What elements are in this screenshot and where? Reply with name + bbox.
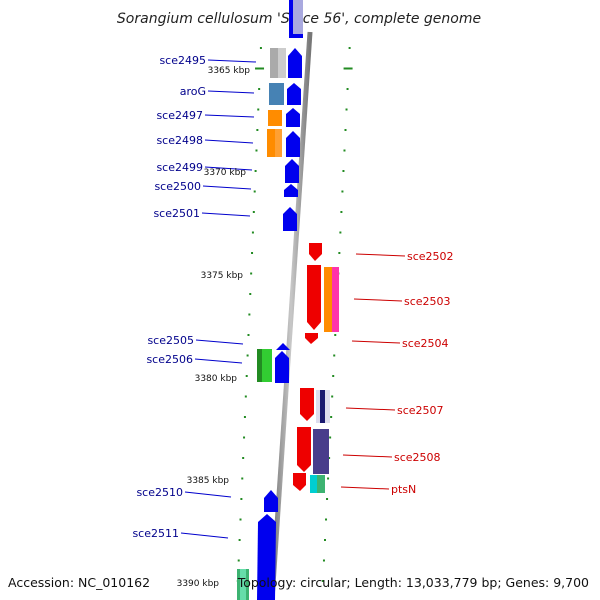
gene-arrow-sce2503[interactable]	[307, 265, 321, 330]
gene-arrow-sce2507[interactable]	[300, 388, 314, 421]
gene-arrow-arog[interactable]	[287, 83, 301, 105]
gene-arrow-sce2502[interactable]	[309, 243, 322, 261]
gene-feature-sce2495-cds-shade	[278, 48, 286, 78]
gene-arrow-sce2504[interactable]	[305, 333, 318, 344]
callout-sce2505	[195, 339, 244, 345]
gene-label-sce2510[interactable]: sce2510	[136, 486, 183, 499]
gene-label-sce2511[interactable]: sce2511	[132, 527, 179, 540]
gene-label-sce2497[interactable]: sce2497	[156, 109, 203, 122]
callout-sce2503	[353, 298, 403, 302]
callout-ptsn	[340, 486, 390, 490]
callout-sce2498	[204, 139, 254, 144]
gene-label-sce2495[interactable]: sce2495	[159, 54, 206, 67]
gene-arrow-sce2499[interactable]	[285, 159, 299, 183]
gene-arrow-sce2495[interactable]	[288, 48, 302, 78]
genome-backbone	[269, 31, 313, 600]
callout-sce2510	[184, 491, 232, 498]
gene-feature-sce2498-cds-shade	[275, 129, 282, 157]
callout-sce2499	[204, 166, 253, 171]
scale-label-3390: 3390 kbp	[177, 579, 220, 589]
scale-labels: 3365 kbp 3370 kbp 3375 kbp 3380 kbp 3385…	[177, 66, 251, 589]
gene-label-arog[interactable]: aroG	[180, 85, 206, 98]
gene-label-sce2503[interactable]: sce2503	[404, 295, 451, 308]
gene-labels: sce2495 aroG sce2497 sce2498 sce2499 sce…	[132, 54, 453, 540]
gene-feature-partial-overlay	[293, 0, 303, 34]
callout-sce2504	[351, 340, 401, 344]
gene-feature-bottom-partial-shade	[240, 569, 246, 600]
gene-label-sce2506[interactable]: sce2506	[146, 353, 193, 366]
gene-label-sce2499[interactable]: sce2499	[156, 161, 203, 174]
gene-arrow-sce2506[interactable]	[275, 351, 289, 383]
gene-feature-sce2507-cds-dark	[320, 390, 325, 423]
gene-label-ptsn[interactable]: ptsN	[391, 483, 416, 496]
callout-sce2511	[180, 532, 229, 539]
gene-arrow-ptsn[interactable]	[293, 473, 306, 491]
gene-label-sce2500[interactable]: sce2500	[154, 180, 201, 193]
gene-label-sce2504[interactable]: sce2504	[402, 337, 449, 350]
accession-text: Accession: NC_010162	[8, 575, 151, 590]
gene-arrow-sce2505[interactable]	[276, 343, 290, 350]
gene-features	[237, 0, 339, 600]
callout-sce2497	[204, 114, 255, 118]
gene-label-sce2498[interactable]: sce2498	[156, 134, 203, 147]
gene-feature-sce2508-cds	[313, 429, 329, 474]
gene-label-sce2508[interactable]: sce2508	[394, 451, 441, 464]
gene-feature-arog-cds	[269, 83, 284, 105]
callout-sce2507	[345, 407, 396, 411]
gene-arrow-sce2497[interactable]	[286, 108, 300, 127]
gene-feature-ptsn-cds-green	[317, 475, 325, 493]
gene-feature-ptsn-cds-cyan	[310, 475, 317, 493]
gene-label-sce2507[interactable]: sce2507	[397, 404, 444, 417]
callout-sce2508	[342, 454, 393, 458]
gene-arrow-sce2508[interactable]	[297, 427, 311, 472]
gene-label-sce2505[interactable]: sce2505	[147, 334, 194, 347]
gene-feature-sce2497-cds	[268, 110, 282, 126]
gene-callouts	[180, 59, 406, 539]
callout-sce2506	[194, 358, 243, 364]
gene-arrow-sce2498[interactable]	[286, 131, 300, 157]
gene-label-sce2501[interactable]: sce2501	[153, 207, 200, 220]
scale-label-3365: 3365 kbp	[208, 66, 251, 76]
gene-label-sce2502[interactable]: sce2502	[407, 250, 454, 263]
scale-label-3385: 3385 kbp	[187, 476, 230, 486]
callout-sce2501	[201, 212, 251, 217]
scale-label-3375: 3375 kbp	[201, 271, 244, 281]
gene-arrow-sce2500[interactable]	[284, 184, 298, 197]
gene-feature-sce2503-cds-orange	[324, 267, 332, 332]
gene-arrow-sce2510[interactable]	[264, 490, 278, 512]
scale-ticks	[236, 47, 353, 582]
gene-arrow-sce2501[interactable]	[283, 207, 297, 231]
callout-sce2500	[202, 185, 252, 190]
topology-text: Topology: circular; Length: 13,033,779 b…	[237, 575, 589, 590]
scale-label-3370: 3370 kbp	[204, 168, 247, 178]
gene-feature-sce2506-cds-shade	[257, 349, 262, 382]
callout-arog	[207, 90, 255, 94]
scale-label-3380: 3380 kbp	[195, 374, 238, 384]
gene-feature-sce2503-cds-pink	[332, 267, 339, 332]
callout-sce2495	[207, 59, 257, 63]
callout-sce2502	[355, 253, 406, 257]
gene-arrow-sce2511[interactable]	[257, 514, 276, 600]
